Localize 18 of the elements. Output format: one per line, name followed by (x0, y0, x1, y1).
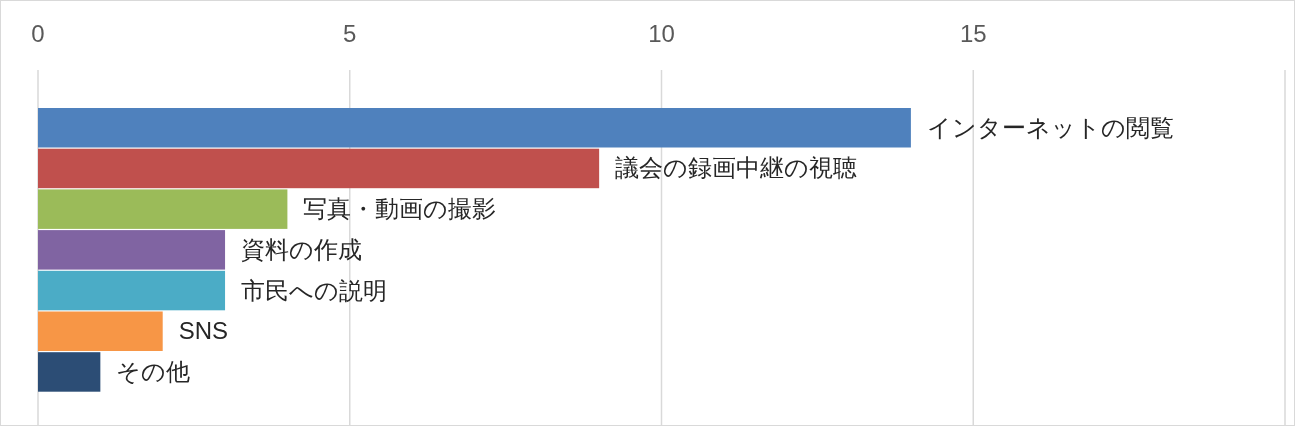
bar (38, 311, 163, 351)
y-tick-label: 写真・動画の撮影 (303, 195, 497, 223)
y-tick-label: インターネットの閲覧 (926, 113, 1174, 141)
y-tick-label: 市民への説明 (241, 276, 388, 304)
y-tick-label: 資料の作成 (241, 235, 363, 263)
bar (38, 230, 226, 270)
bar (38, 189, 288, 229)
y-tick-label: その他 (116, 357, 191, 385)
bar (38, 148, 600, 189)
bar (38, 352, 101, 392)
y-tick-label: 議会の録画中継の視聴 (615, 154, 858, 182)
x-tick-label: 5 (343, 20, 357, 47)
y-tick-label: SNS (178, 317, 229, 345)
bar (38, 108, 911, 148)
x-tick-label: 0 (31, 20, 45, 47)
x-tick-label: 10 (648, 20, 675, 47)
x-tick-label: 15 (959, 20, 987, 47)
bar (38, 270, 226, 311)
